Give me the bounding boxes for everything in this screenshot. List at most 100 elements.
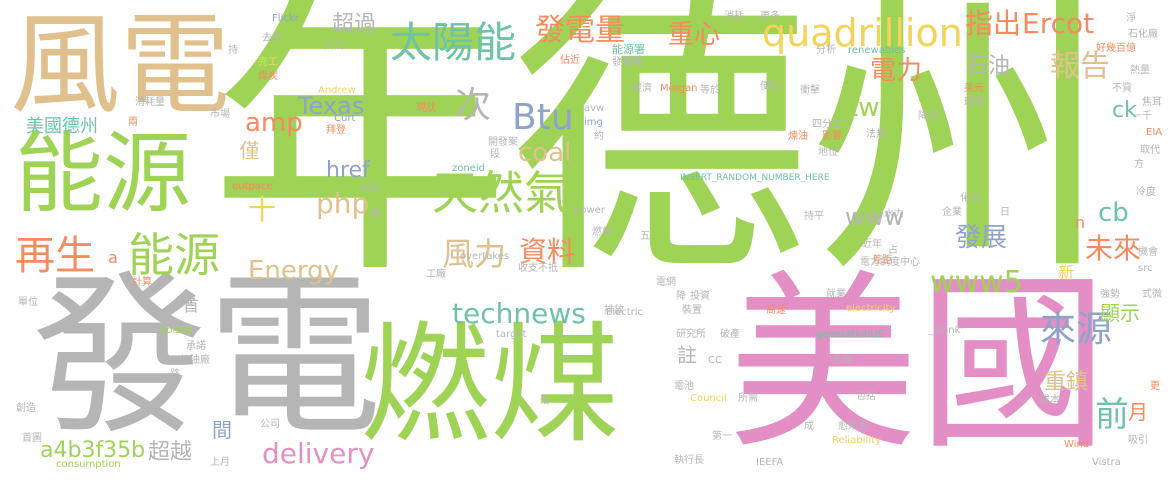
word-mei-guo: 美國: [728, 254, 1109, 475]
word-lai-yuan: 來源: [1040, 309, 1113, 350]
word-jin-rong: 金融: [832, 355, 852, 366]
word-andrew: Andrew: [318, 85, 356, 96]
word-ran-mei: 燃煤: [360, 309, 621, 461]
word-power: power: [574, 205, 605, 216]
word-shi-you: 石油: [966, 54, 1011, 79]
word-outpace: outpace: [232, 181, 273, 192]
word-insert: INSERT_RANDOM_NUMBER_HERE: [680, 173, 830, 183]
word-zhan-jin: 佔近: [560, 55, 580, 66]
word-geng-duo: 更多: [760, 11, 780, 22]
word-ieefa: IEEFA: [756, 457, 784, 468]
word-ck: ck: [1112, 98, 1137, 123]
word-flickr: Flickr: [272, 13, 299, 24]
word-zhi-ming: 知名: [360, 183, 380, 194]
word-chao-yue: 超越: [148, 440, 193, 465]
word-bai-deng: 拜登: [326, 125, 346, 136]
word-suo-xu: 所需: [738, 393, 758, 404]
word-xian-zhuang: 現狀: [416, 103, 436, 114]
word-btu: Btu: [512, 97, 574, 138]
word-consumption: consumption: [56, 459, 121, 470]
word-src: src: [1138, 263, 1153, 274]
word-po-chan: 破產: [720, 329, 740, 340]
word-zhong-xin: 重心: [668, 20, 721, 50]
word-delivery: delivery: [262, 437, 375, 470]
word-feng-dian: 風電: [10, 1, 230, 129]
word-lin-li: 林立: [175, 297, 195, 308]
word-bian-yi: 便宜: [760, 81, 780, 92]
word-electricity: electricity: [846, 303, 896, 314]
word-wind: Wind: [1064, 439, 1090, 450]
word-gong-si: 公司: [260, 419, 280, 430]
word-di-yi: 第一: [712, 431, 732, 442]
word-cc: CC: [708, 355, 722, 366]
word-jing-ji: 經濟: [632, 83, 652, 94]
word-zoneid: zoneid: [452, 163, 485, 174]
word-chao-guo: 超過: [332, 12, 377, 37]
word-blank: _blank': [928, 325, 964, 336]
word-re-liang: 熱量: [1130, 65, 1150, 76]
word-lian-you: 煉油: [788, 131, 808, 142]
word-xi-yin: 吸引: [1128, 435, 1148, 446]
word-fa-dian-chang: 發電場: [612, 57, 642, 68]
word-tai-yang-neng: 太陽能: [390, 18, 517, 67]
word-www5: www5: [930, 265, 1023, 300]
word-energy: Energy: [248, 256, 340, 286]
word-yue: 月: [1128, 400, 1148, 424]
word-bao-kuo: 包括: [856, 391, 876, 402]
word-shi-hua-chang: 石化廠: [1128, 29, 1158, 40]
word-zhuang-li: 裝置: [682, 305, 702, 316]
word-bu-xiang: 不貲: [1112, 83, 1132, 94]
word-neng-yuan-shu: 能源署: [612, 43, 645, 56]
word-hao-ji-bai: 好幾百億: [1096, 43, 1136, 54]
word-chuang-zao: 創造: [16, 403, 36, 414]
word-wu: 五: [640, 231, 650, 242]
word-fa-zhan: 發展: [955, 223, 1008, 253]
word-electric: Electric: [606, 307, 644, 318]
word-hua-gu: 化石: [960, 193, 980, 204]
word-ri: 日: [1000, 207, 1010, 218]
word-href: href: [326, 158, 370, 183]
word-fen-xi: 分析: [816, 45, 836, 56]
word-zhi-chu: 指出: [965, 7, 1022, 40]
word-huan-jing: 環境: [964, 97, 984, 108]
word-cheng-ben: 成本: [1040, 395, 1060, 406]
word-luo: 落: [540, 395, 550, 406]
word-chong-ji: 衝擊: [800, 85, 820, 96]
word-yue-small: 更: [1150, 381, 1160, 392]
word-ci: 次: [455, 85, 492, 126]
word-jiao-er: 焦耳: [1142, 97, 1162, 108]
word-jiang: 降: [676, 291, 686, 302]
word-n: n: [1075, 213, 1086, 232]
word-ren-kou: 人口: [324, 41, 344, 52]
word-morgan: Morgan: [660, 83, 698, 94]
word-zhu: 註: [677, 343, 697, 367]
word-jiang-dao: 降到: [918, 111, 938, 122]
word-php: php: [316, 187, 370, 220]
word-renewables: renewables: [848, 45, 906, 56]
word-vistra: Vistra: [1092, 457, 1121, 468]
word-dan-wei: 單位: [18, 297, 38, 308]
word-target: target: [496, 329, 527, 340]
word-ji-suan: 計算: [132, 277, 152, 288]
word-duan: 段: [490, 149, 500, 160]
word-gong-chang: 工廠: [426, 269, 446, 280]
word-curt: Curt: [334, 113, 356, 124]
word-yan-jiu-suo: 研究所: [676, 329, 706, 340]
word-pai-fang: 排放: [604, 305, 624, 316]
word-dian-wang: 電網: [656, 277, 676, 288]
word-shang-yue: 上月: [210, 457, 230, 468]
word-fa-dian: 發電: [32, 256, 382, 459]
word-council: Council: [690, 393, 727, 404]
word-mei-guo-de-zhou: 美國德州: [26, 116, 98, 137]
word-img: img: [584, 117, 603, 128]
word-dian-chi: 電池: [674, 381, 694, 392]
word-chi-ping: 持平: [804, 211, 824, 222]
word-jian: 間: [212, 418, 232, 442]
word-tw: tw: [848, 93, 880, 123]
word-shou: 首: [183, 296, 200, 315]
word-ji-hui: 機會: [1138, 247, 1158, 258]
word-qu-nian: 去年: [262, 33, 282, 44]
word-ying-xiang: 影響: [822, 131, 842, 142]
word-zhi-xing-zhang: 執行長: [674, 455, 704, 466]
word-deng-yu: 等於: [700, 85, 720, 96]
